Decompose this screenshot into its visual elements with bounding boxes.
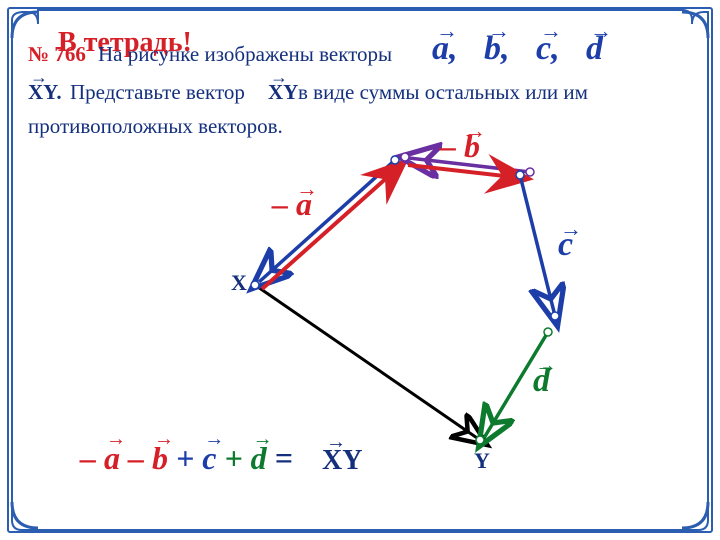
eq-minus1: – xyxy=(80,440,104,476)
label-d: → d xyxy=(533,362,550,400)
label-neg-b: → – b xyxy=(440,128,480,165)
point-x-label: X xyxy=(231,270,247,296)
point-y-label: Y xyxy=(474,448,490,474)
slide-stage: № 766 В тетрадь! На рисунке изображены в… xyxy=(0,0,720,540)
equation: – →a – →b + →c + →d = xyxy=(80,440,293,477)
eq-xy: → XY xyxy=(322,445,362,477)
label-c: → c xyxy=(558,226,573,264)
label-neg-a: → – a xyxy=(272,186,312,223)
